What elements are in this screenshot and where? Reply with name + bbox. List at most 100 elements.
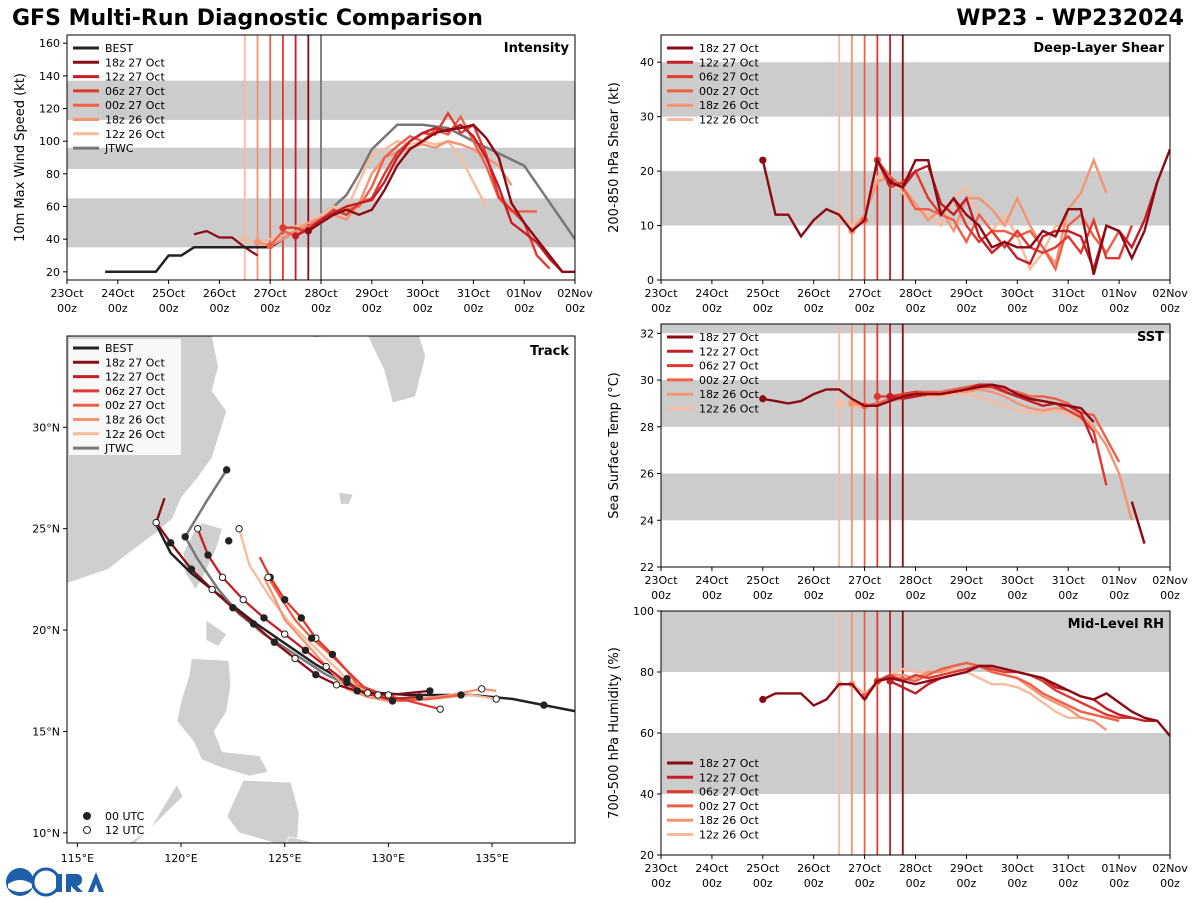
legend-label: 06z 27 Oct [699, 71, 759, 84]
series-06z-27-oct-seg0 [877, 385, 1108, 486]
x-tick-sublabel: 00z [804, 302, 824, 315]
okinawa-landmass [338, 491, 354, 505]
luzon-landmass [176, 658, 269, 777]
track-marker-12utc [281, 630, 289, 638]
panel-title: Intensity [504, 41, 570, 56]
panel-rh: 20 40 60 80 100 23Oct 00z 24Oct 00z 25Oct 00z 26Oct… [607, 605, 1188, 890]
x-tick-sublabel: 00z [1109, 302, 1129, 315]
x-tick-label: 30Oct [406, 287, 440, 300]
mindanao-landmass [285, 836, 319, 843]
x-tick-label: 27Oct [848, 287, 882, 300]
x-tick-sublabel: 00z [413, 302, 433, 315]
x-tick-sublabel: 00z [565, 302, 585, 315]
x-tick-sublabel: 00z [1109, 589, 1129, 602]
legend-label: 18z 27 Oct [699, 331, 759, 344]
y-tick-label: 0 [647, 274, 654, 287]
panel-title: Mid-Level RH [1068, 617, 1164, 632]
x-tick-label: 02Nov [557, 287, 593, 300]
panel-intensity: 20 40 60 80 100 120 140 160 23Oct 00z 24Oct 00z 25Oc… [13, 34, 593, 315]
y-tick-label: 20 [640, 849, 654, 862]
legend-label: 12z 27 Oct [105, 371, 165, 384]
legend-label: 18z 27 Oct [105, 56, 165, 69]
track-marker-00utc [353, 687, 361, 695]
legend-label: 12z 26 Oct [105, 128, 165, 141]
x-tick-sublabel: 00z [1007, 302, 1027, 315]
track-marker-00utc [187, 565, 196, 573]
run-start-marker [279, 224, 287, 232]
track-12z-26-oct [237, 528, 497, 703]
y-tick-label: 20 [640, 165, 654, 178]
y-tick-label: 10°N [32, 827, 60, 840]
track-marker-00utc [281, 595, 289, 604]
x-tick-sublabel: 00z [804, 877, 824, 890]
y-tick-label: 80 [46, 168, 60, 181]
x-tick-sublabel: 00z [1160, 302, 1180, 315]
x-tick-label: 24Oct [695, 862, 729, 875]
legend-label: 18z 26 Oct [699, 388, 759, 401]
x-tick-sublabel: 00z [1058, 589, 1078, 602]
x-tick-label: 29Oct [950, 574, 984, 587]
marker-legend-label: 00 UTC [105, 810, 145, 823]
track-marker-12utc [384, 691, 393, 699]
x-tick-sublabel: 00z [702, 877, 722, 890]
track-marker-12utc [291, 654, 299, 663]
legend-label: 12z 27 Oct [699, 771, 759, 784]
run-start-marker [759, 395, 767, 403]
track-marker-12utc [322, 662, 330, 671]
storm-id: WP23 - WP232024 [956, 6, 1184, 31]
shaded-band [661, 62, 1170, 117]
marker-legend-swatch [83, 826, 91, 834]
panel-shear: 0 10 20 30 40 23Oct 00z 24Oct 00z 25Oct 00z 26Oct 00… [607, 34, 1188, 315]
x-tick-label: 26Oct [797, 287, 831, 300]
y-tick-label: 120 [39, 103, 60, 116]
legend-label: 12z 27 Oct [105, 71, 165, 84]
track-marker-00utc [181, 533, 189, 541]
legend-label: 12z 26 Oct [699, 114, 759, 127]
y-tick-label: 26 [640, 468, 654, 481]
x-tick-sublabel: 00z [753, 589, 773, 602]
legend-label: 12z 27 Oct [699, 56, 759, 69]
x-tick-sublabel: 00z [702, 589, 722, 602]
shaded-band [661, 611, 1170, 672]
track-marker-12utc [235, 524, 243, 533]
track-marker-00utc [301, 646, 310, 655]
kyushu-landmass [367, 336, 427, 404]
legend-label: 18z 26 Oct [105, 414, 165, 427]
run-start-marker [759, 156, 767, 164]
series-18z-27-oct [762, 664, 1170, 737]
track-marker-00utc [249, 620, 258, 628]
track-marker-12utc [193, 524, 202, 533]
track-marker-00utc [297, 614, 306, 622]
track-00z-27-oct [267, 576, 462, 703]
panel-track: 115°E 120°E 125°E 130°E 135°E 10°N 15°N 20°N 25°… [32, 335, 576, 865]
series-18z-27-oct-seg1 [1130, 501, 1146, 544]
track-marker-12utc [374, 691, 382, 699]
y-tick-label: 10 [640, 220, 654, 233]
x-tick-sublabel: 00z [1007, 877, 1027, 890]
track-marker-00utc [388, 697, 397, 705]
x-tick-label: 31Oct [1052, 862, 1086, 875]
x-tick-sublabel: 00z [1109, 877, 1129, 890]
x-tick-label: 31Oct [1052, 287, 1086, 300]
x-tick-label: 30Oct [1001, 574, 1035, 587]
legend-label: 18z 26 Oct [105, 114, 165, 127]
x-tick-sublabel: 00z [855, 589, 875, 602]
x-tick-sublabel: 00z [210, 302, 230, 315]
x-tick-sublabel: 00z [1058, 302, 1078, 315]
visayas-landmass [226, 779, 300, 843]
x-tick-label: 30Oct [1001, 862, 1035, 875]
series-18z-27-oct [761, 148, 1170, 275]
x-tick-sublabel: 00z [906, 877, 926, 890]
plot-area-intensity [67, 35, 575, 280]
run-start-marker [848, 399, 856, 408]
track-marker-00utc [540, 701, 548, 709]
track-marker-00utc [225, 537, 233, 545]
korea-coast [309, 336, 370, 339]
y-tick-label: 30°N [32, 421, 60, 434]
legend-label: 00z 27 Oct [105, 99, 165, 112]
y-tick-label: 25°N [32, 523, 60, 536]
